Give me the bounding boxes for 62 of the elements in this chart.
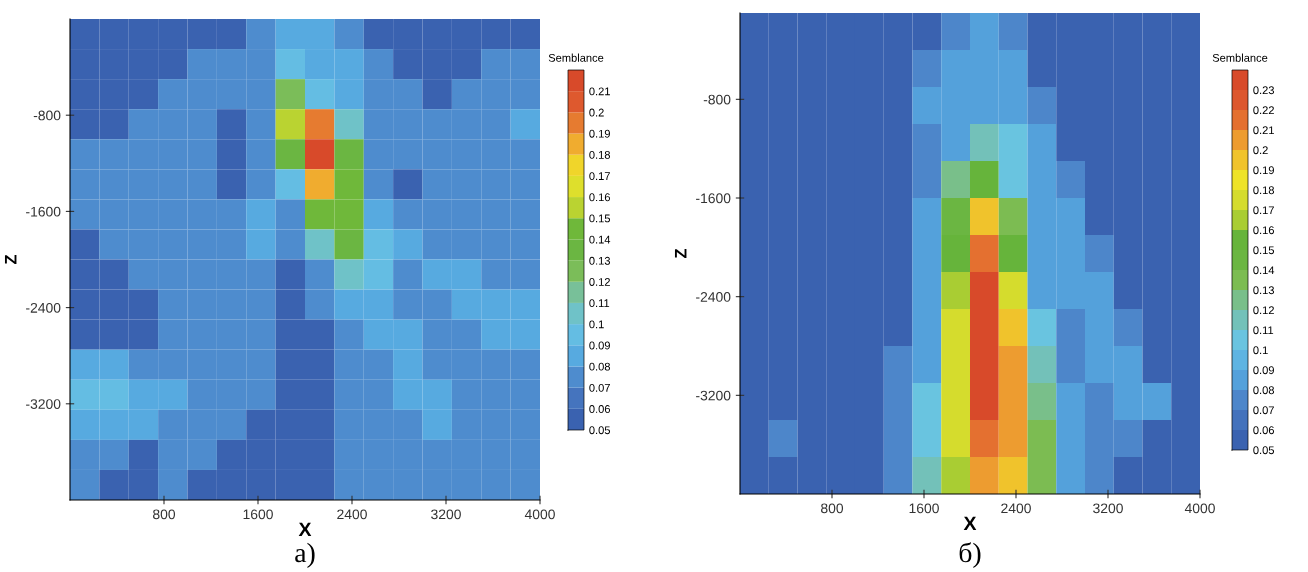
x-tick-label: 800 [153,509,176,520]
color-bar-label: 0.17 [1253,206,1274,215]
color-bar-label: 0.2 [589,108,604,117]
color-bar-label: 0.07 [589,383,610,392]
y-tick-label: -2400 [696,292,731,302]
color-bar-label: 0.11 [589,299,610,308]
x-tick-label: 3200 [1093,503,1123,514]
color-bar-label: 0.05 [589,426,611,435]
y-tick-label: -1600 [696,193,731,204]
x-axis-title: X [963,516,977,531]
color-bar-label: 0.08 [1253,386,1274,395]
color-bar-label: 0.18 [1253,186,1274,195]
x-tick-label: 800 [821,503,844,514]
x-tick-label: 1600 [909,503,939,514]
color-bar-title: Semblance [548,53,604,62]
color-bar-label: 0.11 [1253,326,1274,335]
color-bar-label: 0.21 [589,87,610,96]
y-axis-title: Z [4,254,17,265]
color-bar-label: 0.07 [1253,406,1274,415]
x-tick-label: 1600 [243,509,273,520]
y-tick-label: -800 [703,94,731,105]
x-tick-label: 4000 [524,509,555,520]
color-bar-label: 0.17 [589,172,610,181]
color-bar-label: 0.14 [589,235,611,244]
y-tick-label: -3200 [26,399,61,409]
color-bar-label: 0.22 [1253,106,1274,115]
color-bar-label: 0.13 [589,256,610,265]
color-bar-label: 0.13 [1253,286,1274,295]
text: б) [959,542,981,568]
color-bar-label: 0.05 [1253,446,1275,455]
y-tick-label: -800 [33,110,61,121]
color-bar-label: 0.23 [1253,86,1274,95]
color-bar-label: 0.2 [1253,146,1268,155]
x-tick-label: 2400 [337,509,367,520]
color-bar-label: 0.09 [1253,366,1274,375]
y-tick-label: -3200 [696,390,731,401]
color-bar-label: 0.06 [589,405,610,413]
x-tick-label: 2400 [1001,503,1031,514]
color-bar-label: 0.09 [589,341,610,350]
x-axis-title: X [298,522,312,537]
color-bar-title: Semblance [1212,53,1268,62]
color-bar-label: 0.15 [589,214,611,223]
color-bar-label: 0.15 [1253,246,1275,255]
color-bar-label: 0.21 [1253,126,1274,135]
color-bar-label: 0.19 [1253,166,1274,175]
color-bar-label: 0.16 [1253,226,1274,235]
color-bar-label: 0.08 [589,362,610,371]
x-tick-label: 4000 [1184,503,1215,514]
color-bar-label: 0.16 [589,193,610,202]
color-bar-label: 0.1 [1253,346,1268,355]
color-bar-label: 0.12 [1253,306,1274,315]
color-bar-label: 0.18 [589,150,610,159]
color-bar-label: 0.06 [1253,426,1274,435]
color-bar-label: 0.1 [589,320,604,329]
y-axis-title: Z [674,248,687,259]
y-tick-label: -2400 [26,302,61,313]
color-bar-label: 0.12 [589,278,610,286]
y-tick-label: -1600 [26,206,61,217]
text: а) [295,542,315,568]
x-tick-label: 3200 [431,509,461,520]
color-bar-label: 0.19 [589,129,610,138]
color-bar-label: 0.14 [1253,266,1275,275]
